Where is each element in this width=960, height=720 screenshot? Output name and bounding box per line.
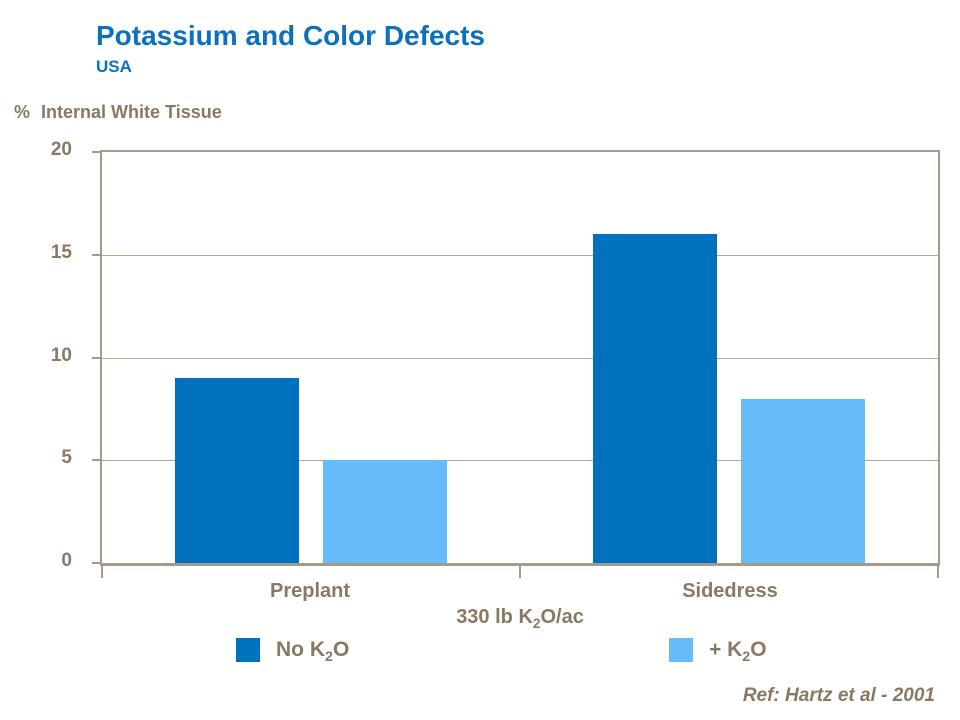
y-axis-title-text: Internal White Tissue — [41, 102, 222, 122]
legend-label-no-k2o: No K2O — [276, 638, 350, 666]
x-tick-mark — [101, 565, 103, 578]
y-axis-title-prefix: % — [14, 102, 31, 122]
gridline — [102, 460, 938, 462]
y-tick-label: 15 — [50, 241, 72, 263]
x-tick-mark — [519, 565, 521, 578]
reference-citation: Ref: Hartz et al - 2001 — [742, 685, 935, 706]
bar — [323, 460, 447, 563]
y-axis-tick-labels: 0 5 10 15 20 — [0, 139, 86, 571]
y-tick-mark — [92, 356, 101, 359]
legend-item-no-k2o: No K2O — [236, 638, 350, 666]
x-axis-label-subscript: 2 — [532, 616, 541, 631]
plot-area — [92, 150, 940, 578]
y-tick-mark — [92, 562, 101, 564]
y-tick-label: 0 — [61, 550, 72, 571]
gridline — [102, 357, 938, 359]
y-tick-label: 20 — [50, 139, 72, 160]
y-tick-mark — [92, 151, 101, 153]
legend-swatch-plus-k2o — [669, 638, 693, 662]
y-tick-mark — [92, 253, 101, 256]
y-axis-title: % Internal White Tissue — [14, 102, 222, 123]
category-label-preplant: Preplant — [269, 580, 351, 602]
bar-group-sidedress — [593, 152, 865, 563]
legend-label-plus-k2o: + K2O — [709, 638, 767, 666]
y-tick-label: 10 — [50, 344, 72, 366]
legend-item-plus-k2o: + K2O — [669, 638, 767, 666]
y-tick-mark — [92, 459, 101, 462]
bar — [593, 234, 717, 563]
bar — [741, 398, 865, 563]
x-axis-label: 330 lb K2O/ac — [456, 606, 584, 631]
y-tick-label: 5 — [61, 447, 72, 469]
category-label-sidedress: Sidedress — [682, 580, 778, 602]
legend-swatch-no-k2o — [236, 638, 260, 662]
bar — [175, 378, 299, 563]
category-labels: Preplant Sidedress — [100, 580, 940, 603]
gridline — [102, 254, 938, 256]
chart-subtitle: USA — [96, 57, 132, 76]
bar-group-preplant — [175, 152, 447, 563]
chart-title: Potassium and Color Defects — [96, 20, 485, 51]
x-tick-mark — [937, 565, 939, 578]
